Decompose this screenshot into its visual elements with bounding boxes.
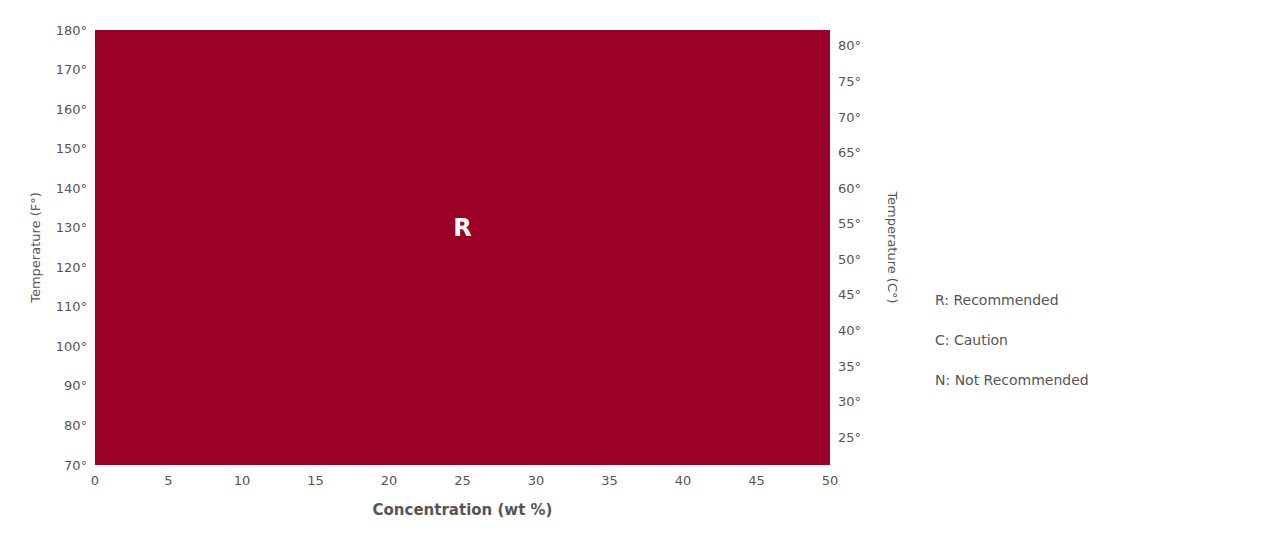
y2-tick-label: 50° [838,252,861,267]
y-tick-label: 90° [64,378,87,393]
y2-tick-label: 45° [838,287,861,302]
y-tick-label: 160° [56,102,87,117]
y2-tick-label: 70° [838,110,861,125]
y2-axis-label: Temperature (C°) [885,190,900,303]
legend-entry: R: Recommended [935,292,1059,308]
x-tick-label: 10 [234,473,251,488]
y-tick-label: 70° [64,458,87,473]
y2-tick-label: 60° [838,181,861,196]
y2-tick-label: 30° [838,394,861,409]
x-tick-label: 45 [748,473,765,488]
region-label: R [453,214,471,242]
y2-tick-label: 75° [838,74,861,89]
y-tick-label: 110° [56,299,87,314]
chart-svg: 0 5 10 15 20 25 30 35 40 45 50 70° 80° 90° 100° 110° 120… [0,0,1279,535]
y-tick-label: 180° [56,23,87,38]
y-tick-label: 140° [56,181,87,196]
x-tick-label: 15 [307,473,324,488]
y2-tick-label: 80° [838,38,861,53]
y-tick-label: 170° [56,62,87,77]
chart-container: 0 5 10 15 20 25 30 35 40 45 50 70° 80° 90° 100° 110° 120… [0,0,1279,535]
y2-tick-label: 35° [838,359,861,374]
x-tick-label: 20 [381,473,398,488]
x-axis-label: Concentration (wt %) [373,501,553,519]
y2-tick-label: 55° [838,216,861,231]
y-tick-label: 150° [56,141,87,156]
y2-tick-label: 40° [838,323,861,338]
x-tick-label: 50 [822,473,839,488]
x-tick-label: 5 [164,473,172,488]
x-tick-label: 40 [675,473,692,488]
y-axis-label: Temperature (F°) [28,192,43,304]
x-tick-label: 35 [601,473,618,488]
y2-tick-label: 65° [838,145,861,160]
y-tick-label: 100° [56,339,87,354]
region-fill [95,30,830,465]
y-tick-label: 120° [56,260,87,275]
legend-entry: N: Not Recommended [935,372,1089,388]
plot-area [95,30,830,465]
y2-tick-label: 25° [838,430,861,445]
x-tick-label: 25 [454,473,471,488]
y-tick-label: 80° [64,418,87,433]
x-tick-label: 30 [528,473,545,488]
x-tick-label: 0 [91,473,99,488]
legend-entry: C: Caution [935,332,1008,348]
y-tick-label: 130° [56,220,87,235]
